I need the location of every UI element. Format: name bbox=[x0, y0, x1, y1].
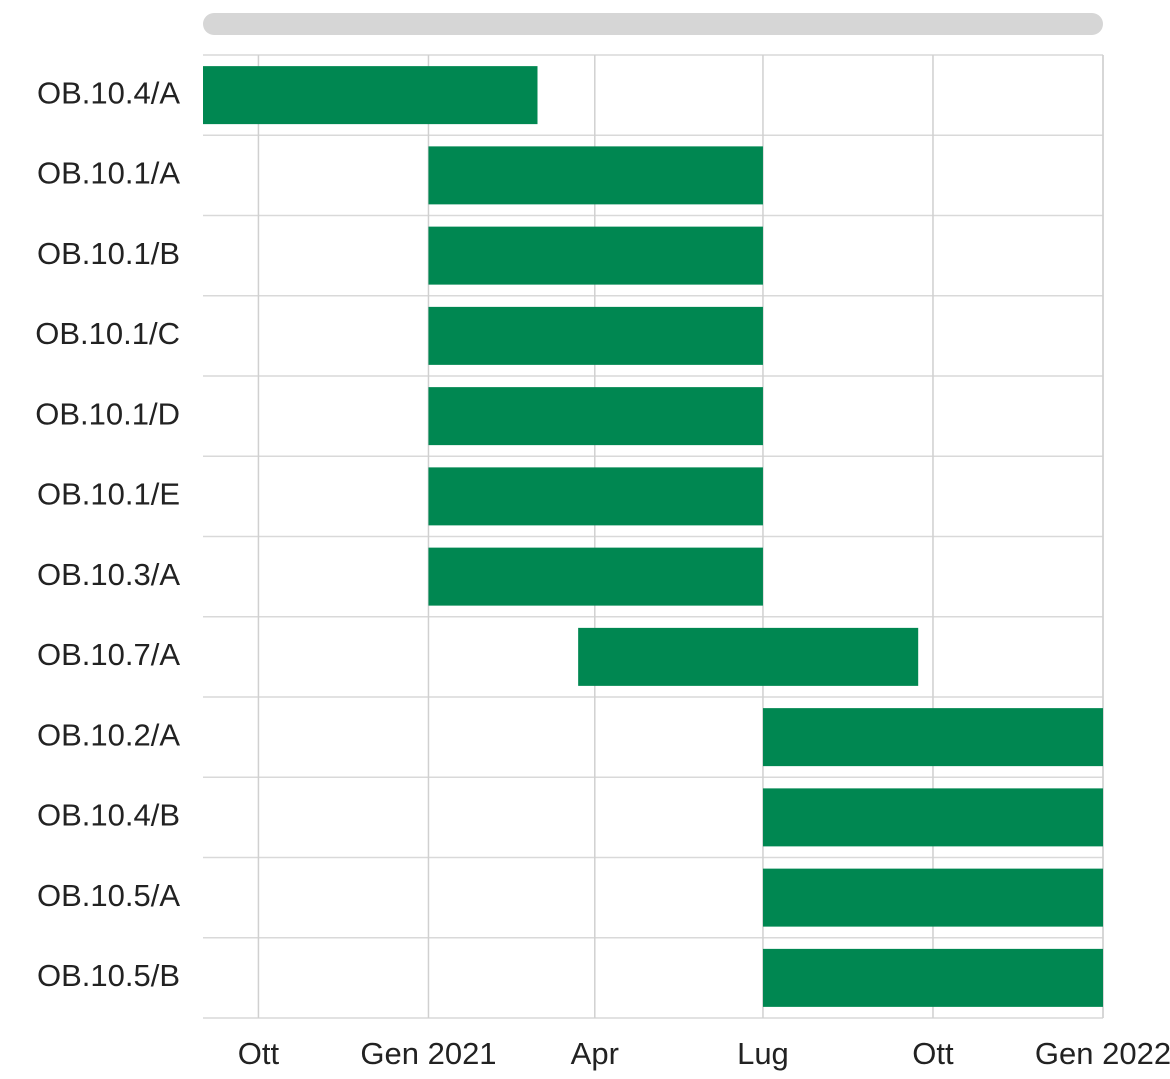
y-tick-label: OB.10.4/A bbox=[37, 75, 180, 110]
bar bbox=[762, 948, 1103, 1007]
y-tick-label: OB.10.4/B bbox=[37, 798, 180, 833]
x-tick-label: Apr bbox=[571, 1036, 619, 1071]
y-tick-label: OB.10.1/A bbox=[37, 156, 180, 191]
bar bbox=[203, 66, 538, 125]
bar bbox=[428, 306, 763, 365]
bar bbox=[428, 387, 763, 446]
bar bbox=[762, 868, 1103, 927]
y-tick-label: OB.10.5/B bbox=[37, 958, 180, 993]
y-tick-label: OB.10.1/D bbox=[35, 396, 180, 431]
y-tick-label: OB.10.1/C bbox=[35, 316, 180, 351]
bar bbox=[762, 788, 1103, 847]
y-tick-label: OB.10.5/A bbox=[37, 878, 180, 913]
x-tick-label: Gen 2021 bbox=[360, 1036, 496, 1071]
bar bbox=[428, 547, 763, 606]
bar bbox=[428, 467, 763, 526]
y-tick-label: OB.10.3/A bbox=[37, 557, 180, 592]
y-tick-label: OB.10.7/A bbox=[37, 637, 180, 672]
x-tick-label: Gen 2022 bbox=[1035, 1036, 1170, 1071]
bar bbox=[762, 708, 1103, 767]
scrollbar[interactable] bbox=[203, 13, 1103, 35]
bar bbox=[428, 226, 763, 285]
x-tick-label: Ott bbox=[238, 1036, 280, 1071]
y-tick-label: OB.10.2/A bbox=[37, 717, 180, 752]
y-tick-label: OB.10.1/B bbox=[37, 236, 180, 271]
bar bbox=[428, 146, 763, 205]
x-tick-label: Ott bbox=[912, 1036, 954, 1071]
bar bbox=[578, 627, 919, 686]
y-tick-label: OB.10.1/E bbox=[37, 477, 180, 512]
x-tick-label: Lug bbox=[737, 1036, 789, 1071]
